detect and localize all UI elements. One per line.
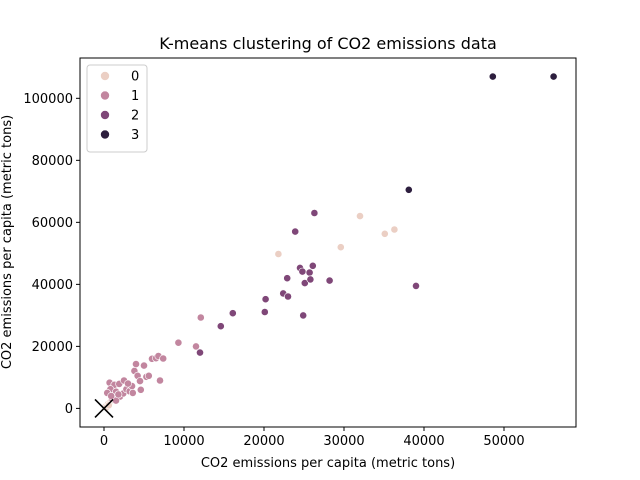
data-point-cluster-2	[284, 292, 292, 301]
chart-title: K-means clustering of CO2 emissions data	[159, 34, 497, 53]
data-point-cluster-1	[128, 388, 137, 397]
data-point-cluster-0	[356, 212, 364, 220]
y-tick-label: 100000	[23, 92, 73, 107]
x-tick-label: 30000	[323, 434, 364, 449]
data-point-cluster-2	[298, 267, 307, 276]
data-point-cluster-1	[144, 371, 153, 380]
legend: 0 1 2 3	[86, 64, 148, 153]
data-point-cluster-1	[107, 392, 116, 400]
data-point-cluster-2	[283, 274, 292, 283]
data-point-cluster-0	[274, 250, 283, 258]
data-point-cluster-2	[260, 308, 269, 316]
data-point-cluster-2	[216, 322, 225, 331]
x-tick-label: 0	[100, 434, 108, 449]
legend-marker-1	[100, 90, 110, 101]
y-tick-label: 0	[65, 402, 73, 417]
y-tick-label: 60000	[32, 216, 73, 231]
data-point-cluster-1	[159, 354, 168, 363]
centroid-x-marker	[94, 398, 114, 418]
x-axis-ticks: 0 10000 20000 30000 40000 50000	[100, 427, 525, 449]
data-point-cluster-1	[136, 377, 144, 385]
data-point-cluster-0	[104, 401, 113, 410]
data-point-cluster-1	[174, 338, 183, 347]
y-axis-title: CO2 emissions per capita (metric tons)	[0, 115, 15, 369]
y-tick-label: 40000	[32, 278, 73, 293]
data-point-cluster-2	[291, 227, 300, 236]
x-tick-label: 20000	[243, 434, 284, 449]
legend-marker-2	[100, 110, 110, 120]
legend-label-3: 3	[131, 128, 139, 143]
plot-frame	[79, 57, 577, 428]
annotation-layer	[94, 398, 114, 418]
x-tick-label: 50000	[483, 434, 524, 449]
points-layer	[101, 72, 558, 412]
data-point-cluster-2	[228, 309, 237, 318]
legend-label-1: 1	[131, 89, 139, 104]
legend-label-0: 0	[131, 70, 139, 85]
data-point-cluster-1	[156, 376, 164, 385]
data-point-cluster-3	[549, 72, 558, 81]
data-point-cluster-1	[136, 385, 145, 394]
x-tick-label: 40000	[403, 434, 444, 449]
data-point-cluster-0	[336, 243, 345, 252]
data-point-cluster-2	[261, 295, 270, 304]
data-point-cluster-2	[300, 279, 309, 287]
data-point-cluster-2	[308, 261, 317, 270]
data-point-cluster-3	[488, 72, 497, 81]
x-axis-title: CO2 emissions per capita (metric tons)	[201, 456, 455, 471]
legend-marker-3	[100, 129, 110, 140]
legend-label-2: 2	[131, 109, 139, 124]
data-point-cluster-2	[196, 348, 204, 357]
data-point-cluster-2	[412, 281, 420, 290]
data-point-cluster-2	[325, 276, 334, 285]
y-axis-ticks: 0 20000 40000 60000 80000 100000	[23, 92, 80, 417]
data-point-cluster-2	[306, 275, 315, 284]
data-point-cluster-2	[299, 311, 308, 320]
legend-marker-0	[100, 71, 110, 81]
y-tick-label: 80000	[32, 154, 73, 169]
data-point-cluster-1	[124, 379, 132, 388]
data-point-cluster-2	[305, 268, 314, 277]
data-point-cluster-0	[390, 225, 399, 234]
data-point-cluster-1	[132, 360, 140, 368]
y-tick-label: 20000	[32, 340, 73, 355]
data-point-cluster-3	[404, 185, 413, 194]
x-tick-label: 10000	[163, 434, 204, 449]
data-point-cluster-1	[192, 342, 200, 351]
data-point-cluster-0	[380, 229, 389, 238]
data-point-cluster-2	[310, 209, 319, 217]
data-point-cluster-1	[114, 390, 123, 399]
data-point-cluster-1	[140, 361, 148, 370]
data-point-cluster-1	[196, 313, 205, 322]
legend-box	[86, 64, 148, 153]
